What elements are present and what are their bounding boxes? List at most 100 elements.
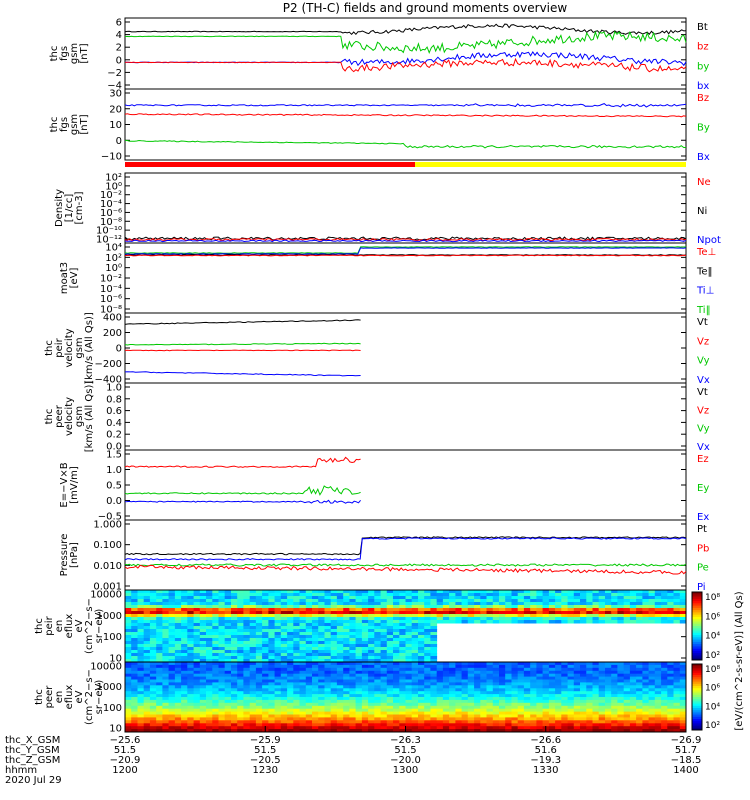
spectrogram-cell-peer	[305, 714, 313, 718]
spectrogram-cell-peir	[312, 626, 319, 630]
spectrogram-cell-peer	[436, 664, 444, 669]
colorbar-tick-label: 10⁸	[705, 665, 720, 675]
spectrogram-cell-peer	[567, 694, 575, 698]
spectrogram-cell-peer	[654, 685, 662, 689]
spectrogram-cell-peer	[418, 662, 425, 666]
spectrogram-cell-peer	[449, 708, 456, 713]
spectrogram-cell-peir	[673, 611, 681, 615]
spectrogram-cell-peir	[430, 644, 438, 648]
spectrogram-cell-peir	[548, 602, 556, 606]
spectrogram-cell-peer	[156, 682, 163, 686]
spectrogram-cell-peir	[474, 596, 481, 600]
spectrogram-cell-peer	[212, 688, 219, 692]
spectrogram-cell-peer	[486, 714, 494, 718]
spectrogram-cell-peer	[486, 667, 494, 672]
spectrogram-cell-peer	[174, 723, 182, 727]
spectrogram-cell-peir	[168, 608, 176, 612]
colorbar-segment	[692, 657, 702, 661]
spectrogram-cell-peir	[368, 620, 375, 624]
y-axis-label: peer	[44, 685, 55, 709]
spectrogram-cell-peir	[536, 617, 544, 621]
spectrogram-cell-peir	[442, 596, 450, 600]
spectrogram-cell-peir	[199, 596, 207, 600]
spectrogram-cell-peer	[174, 711, 182, 715]
y-tick-label: 0.8	[106, 394, 122, 405]
spectrogram-cell-peer	[598, 711, 606, 715]
spectrogram-cell-peer	[486, 702, 494, 707]
spectrogram-cell-peir	[480, 608, 487, 612]
spectrogram-cell-peir	[299, 602, 307, 606]
spectrogram-cell-peer	[661, 688, 668, 692]
spectrogram-cell-peir	[187, 653, 194, 657]
spectrogram-cell-peer	[380, 664, 388, 669]
spectrogram-cell-peer	[617, 708, 625, 713]
spectrogram-cell-peer	[430, 694, 438, 698]
spectrogram-cell-peir	[355, 638, 363, 642]
spectrogram-cell-peir	[168, 653, 176, 657]
spectrogram-cell-peer	[474, 729, 481, 733]
spectrogram-cell-peer	[312, 708, 319, 713]
spectrogram-cell-peir	[424, 629, 431, 633]
spectrogram-cell-peer	[181, 676, 188, 680]
spectrogram-cell-peer	[449, 662, 456, 666]
spectrogram-cell-peer	[418, 673, 425, 678]
spectrogram-cell-peer	[555, 662, 562, 666]
spectrogram-cell-peir	[361, 590, 369, 594]
spectrogram-cell-peer	[617, 726, 625, 730]
spectrogram-cell-peir	[361, 596, 369, 600]
spectrogram-cell-peir	[368, 626, 375, 630]
spectrogram-cell-peir	[330, 650, 338, 654]
spectrogram-cell-peir	[143, 656, 151, 660]
spectrogram-cell-peir	[193, 641, 201, 645]
spectrogram-cell-peir	[517, 602, 525, 606]
spectrogram-cell-peer	[418, 699, 425, 704]
spectrogram-cell-peer	[368, 697, 375, 701]
spectrogram-cell-peir	[511, 620, 519, 624]
colorbar-segment	[692, 675, 702, 678]
colorbar-tick-label: 10⁶	[705, 612, 720, 622]
spectrogram-cell-peer	[511, 717, 519, 721]
spectrogram-cell-peer	[149, 714, 157, 718]
spectrogram-cell-peer	[330, 662, 338, 666]
spectrogram-cell-peir	[125, 647, 132, 651]
spectrogram-cell-peer	[255, 705, 263, 710]
spectrogram-cell-peer	[187, 697, 194, 701]
spectrogram-cell-peer	[206, 667, 213, 672]
spectrogram-cell-peer	[424, 711, 431, 715]
spectrogram-cell-peer	[555, 699, 562, 704]
spectrogram-cell-peir	[280, 632, 288, 636]
spectrogram-cell-peer	[542, 673, 550, 678]
spectrogram-cell-peir	[274, 659, 282, 663]
spectrogram-cell-peir	[411, 647, 419, 651]
spectrogram-cell-peer	[268, 688, 276, 692]
series-Pi	[124, 537, 687, 561]
spectrogram-cell-peer	[249, 697, 257, 701]
spectrogram-cell-peer	[486, 705, 494, 710]
spectrogram-cell-peir	[480, 620, 487, 624]
spectrogram-cell-peer	[667, 708, 674, 713]
colorbar-segment	[692, 635, 702, 638]
spectrogram-cell-peer	[174, 662, 182, 666]
spectrogram-cell-peir	[224, 632, 232, 636]
spectrogram-cell-peer	[436, 694, 444, 698]
spectrogram-cell-peir	[237, 632, 244, 636]
spectrogram-cell-peir	[368, 647, 375, 651]
spectrogram-cell-peer	[536, 723, 544, 727]
spectrogram-cell-peer	[274, 699, 282, 704]
spectrogram-cell-peer	[592, 711, 600, 715]
spectrogram-cell-peer	[623, 685, 631, 689]
spectrogram-cell-peer	[418, 720, 425, 724]
spectrogram-cell-peer	[312, 720, 319, 724]
spectrogram-cell-peir	[293, 620, 300, 624]
spectrogram-cell-peir	[168, 635, 176, 639]
spectrogram-cell-peer	[174, 682, 182, 686]
spectrogram-cell-peer	[567, 705, 575, 710]
spectrogram-cell-peir	[330, 641, 338, 645]
spectrogram-cell-peir	[598, 617, 606, 621]
spectrogram-cell-peir	[673, 608, 681, 612]
spectrogram-cell-peir	[611, 599, 618, 603]
spectrogram-cell-peer	[611, 685, 618, 689]
spectrogram-cell-peir	[592, 605, 600, 609]
spectrogram-cell-peir	[492, 611, 500, 615]
spectrogram-cell-peer	[336, 714, 344, 718]
